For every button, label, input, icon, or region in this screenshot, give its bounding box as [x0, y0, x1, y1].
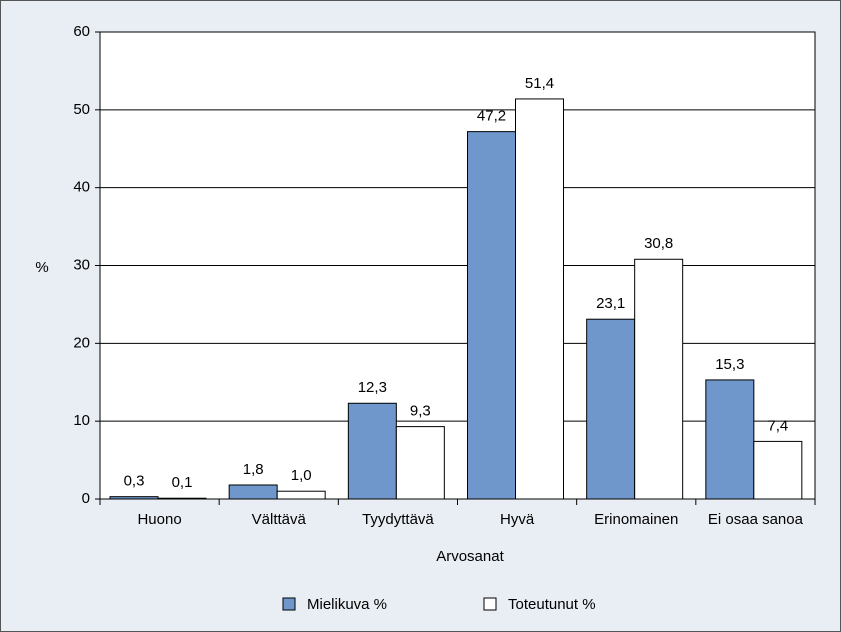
y-tick-label: 50 [73, 101, 90, 118]
bar [395, 426, 445, 500]
y-tick-label: 20 [73, 334, 90, 351]
y-tick-label: 40 [73, 179, 90, 196]
bar [634, 258, 684, 500]
y-axis-label: % [35, 259, 48, 276]
x-tick-label: Erinomainen [594, 511, 678, 528]
bar [515, 98, 564, 500]
legend-swatch [483, 597, 497, 611]
y-tick-label: 10 [73, 412, 90, 429]
data-label: 23,1 [596, 295, 625, 312]
data-label: 12,3 [358, 379, 387, 396]
y-tick-label: 0 [82, 490, 90, 507]
data-label: 0,1 [172, 474, 193, 491]
data-label: 0,3 [124, 473, 145, 490]
x-tick-label: Ei osaa sanoa [708, 511, 804, 528]
bar [586, 318, 636, 500]
data-label: 1,8 [243, 461, 264, 478]
x-tick-label: Tyydyttävä [362, 511, 434, 528]
data-label: 9,3 [410, 403, 431, 420]
x-tick-label: Välttävä [252, 511, 307, 528]
x-tick-label: Huono [137, 511, 181, 528]
data-label: 7,4 [767, 417, 788, 434]
data-label: 30,8 [644, 235, 673, 252]
x-tick-label: Hyvä [500, 511, 535, 528]
legend-label: Toteutunut % [508, 596, 596, 613]
data-label: 51,4 [525, 75, 554, 92]
y-tick-label: 30 [73, 256, 90, 273]
data-label: 47,2 [477, 108, 506, 125]
bar [228, 484, 278, 500]
y-tick-label: 60 [73, 23, 90, 40]
bar [467, 131, 516, 500]
legend-label: Mielikuva % [307, 596, 387, 613]
legend-swatch [282, 597, 296, 611]
bar [347, 402, 397, 500]
data-label: 15,3 [715, 356, 744, 373]
bar [276, 490, 326, 500]
bar [705, 379, 755, 500]
x-axis-label: Arvosanat [436, 548, 504, 565]
data-label: 1,0 [291, 467, 312, 484]
bar [753, 440, 803, 500]
bar [157, 497, 207, 500]
bar [109, 496, 159, 500]
